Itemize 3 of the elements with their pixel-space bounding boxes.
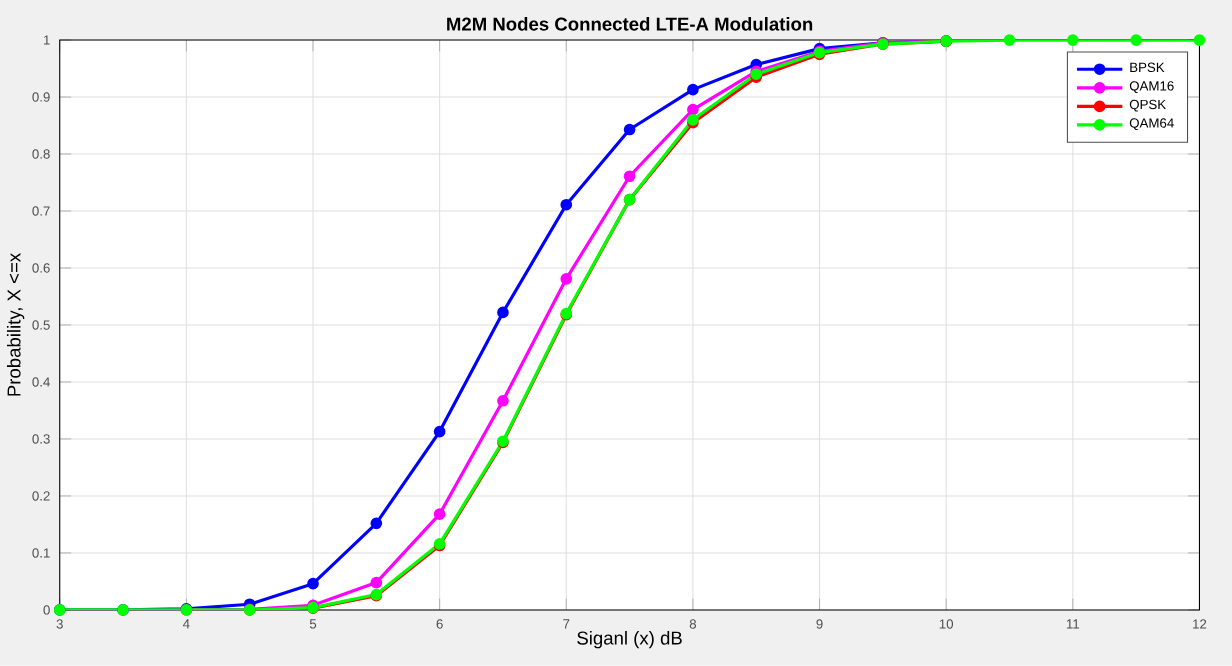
chart-title: M2M Nodes Connected LTE-A Modulation bbox=[447, 17, 813, 31]
x-axis-title: Siganl (x) dB bbox=[577, 631, 682, 649]
y-axis-title: Probability, X <=x bbox=[6, 253, 25, 396]
